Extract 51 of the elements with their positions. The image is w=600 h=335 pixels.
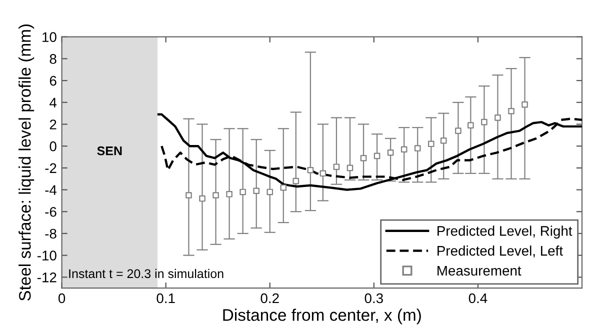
y-tick-label: 6	[50, 76, 56, 86]
point	[360, 154, 367, 162]
x-tick-label: 0	[58, 293, 66, 304]
x-tick-label: 0.4	[468, 293, 488, 304]
point	[212, 192, 219, 198]
y-tick-label: -8	[45, 228, 56, 239]
point	[292, 178, 300, 184]
y-tick-label: -12	[37, 272, 56, 282]
annotation: Instant t = 20.3 in simulation	[69, 268, 224, 278]
y-tick-label: -10	[37, 250, 56, 260]
point	[199, 195, 206, 202]
x-tick-label: 0.2	[260, 293, 279, 304]
point	[266, 188, 274, 196]
point	[320, 170, 326, 177]
point	[428, 140, 434, 148]
y-tick-label: 2	[50, 120, 56, 130]
x-tick-label: 0.3	[364, 293, 383, 304]
point	[468, 122, 474, 128]
point	[346, 164, 354, 172]
point	[374, 152, 380, 160]
point	[240, 188, 246, 196]
point	[253, 188, 260, 194]
y-tick-label: 0	[50, 141, 56, 152]
point	[508, 108, 514, 114]
point	[494, 114, 501, 121]
point	[414, 145, 421, 152]
legend-label: Predicted Level, Right	[438, 226, 572, 239]
legend-label: Measurement	[438, 266, 522, 276]
point	[387, 149, 394, 156]
point	[400, 146, 408, 153]
y-tick-label: -2	[45, 163, 56, 173]
line-series	[157, 113, 582, 191]
point	[440, 137, 447, 144]
point	[522, 101, 528, 108]
x-tick-label: 0.1	[156, 293, 175, 304]
y-tick-label: 8	[50, 54, 56, 64]
y-tick-label: 10	[42, 32, 56, 42]
y-tick-label: -4	[45, 185, 57, 195]
point	[455, 128, 462, 134]
x-axis-title: Distance from center, x (m)	[223, 308, 421, 324]
point	[186, 192, 192, 198]
y-tick-label: -6	[45, 206, 56, 217]
point	[333, 164, 340, 170]
band-label: SEN	[97, 146, 122, 156]
point	[481, 118, 488, 126]
y-tick-label: 4	[50, 98, 57, 108]
y-axis-title: Steel surface: liquid level profile (mm)	[18, 24, 34, 301]
legend-label: Predicted Level, Left	[438, 246, 563, 258]
point	[280, 184, 287, 191]
point	[307, 166, 314, 174]
point	[226, 191, 232, 198]
